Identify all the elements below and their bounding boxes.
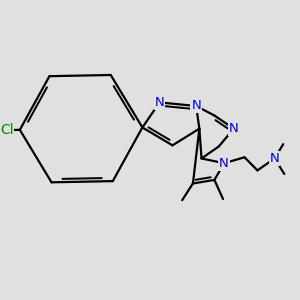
Text: N: N — [270, 152, 280, 165]
Text: Cl: Cl — [0, 123, 14, 137]
Text: N: N — [219, 157, 229, 170]
Text: N: N — [155, 96, 164, 109]
Text: N: N — [191, 100, 201, 112]
Text: N: N — [229, 122, 238, 135]
